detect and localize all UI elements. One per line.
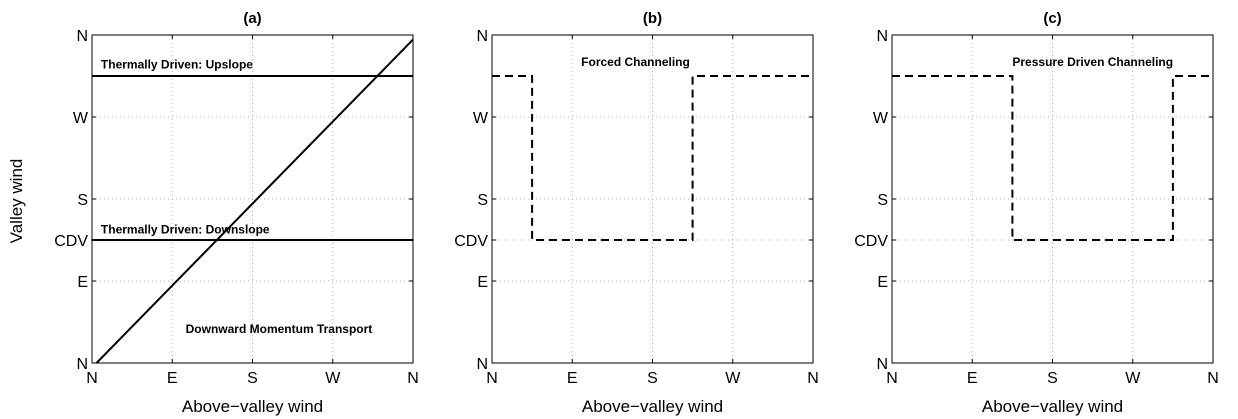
- x-axis-label: Above−valley wind: [182, 397, 323, 416]
- panel-title: (a): [243, 10, 261, 27]
- annotation-1: Thermally Driven: Downslope: [101, 223, 270, 237]
- x-tick-label: E: [167, 370, 178, 387]
- y-tick-label: S: [77, 192, 88, 209]
- series-line-2: [95, 38, 414, 364]
- annotation-0: Thermally Driven: Upslope: [101, 58, 253, 72]
- annotation-2: Downward Momentum Transport: [186, 322, 373, 336]
- y-tick-label: S: [477, 192, 488, 209]
- x-tick-label: S: [647, 370, 658, 387]
- series-line-0: [492, 75, 813, 241]
- y-tick-label: E: [77, 274, 88, 291]
- series-line-0: [892, 75, 1213, 241]
- y-tick-label: N: [76, 356, 88, 373]
- y-tick-label: W: [73, 110, 89, 127]
- y-tick-label: W: [873, 110, 889, 127]
- x-tick-label: N: [1207, 370, 1219, 387]
- y-tick-label: N: [76, 28, 88, 45]
- y-tick-label: N: [876, 356, 888, 373]
- x-tick-label: S: [247, 370, 258, 387]
- x-tick-label: E: [567, 370, 578, 387]
- y-tick-label: N: [476, 356, 488, 373]
- x-axis-label: Above−valley wind: [982, 397, 1123, 416]
- x-tick-label: W: [325, 370, 341, 387]
- y-axis-label: Valley wind: [7, 159, 26, 244]
- y-tick-label: E: [477, 274, 488, 291]
- x-tick-label: N: [807, 370, 819, 387]
- panel-title: (b): [643, 10, 662, 27]
- annotation-0: Pressure Driven Channeling: [1012, 55, 1173, 69]
- y-tick-label: S: [877, 192, 888, 209]
- x-axis-label: Above−valley wind: [582, 397, 723, 416]
- x-tick-label: N: [886, 370, 898, 387]
- y-tick-label: CDV: [854, 233, 888, 250]
- y-tick-label: N: [876, 28, 888, 45]
- panel-title: (c): [1043, 10, 1061, 27]
- y-tick-label: CDV: [454, 233, 488, 250]
- x-tick-label: W: [725, 370, 741, 387]
- y-tick-label: E: [877, 274, 888, 291]
- y-tick-label: N: [476, 28, 488, 45]
- x-tick-label: N: [407, 370, 419, 387]
- x-tick-label: N: [86, 370, 98, 387]
- x-tick-label: W: [1125, 370, 1141, 387]
- annotation-0: Forced Channeling: [581, 55, 690, 69]
- y-tick-label: CDV: [54, 233, 88, 250]
- y-tick-label: W: [473, 110, 489, 127]
- x-tick-label: S: [1047, 370, 1058, 387]
- x-tick-label: E: [967, 370, 978, 387]
- x-tick-label: N: [486, 370, 498, 387]
